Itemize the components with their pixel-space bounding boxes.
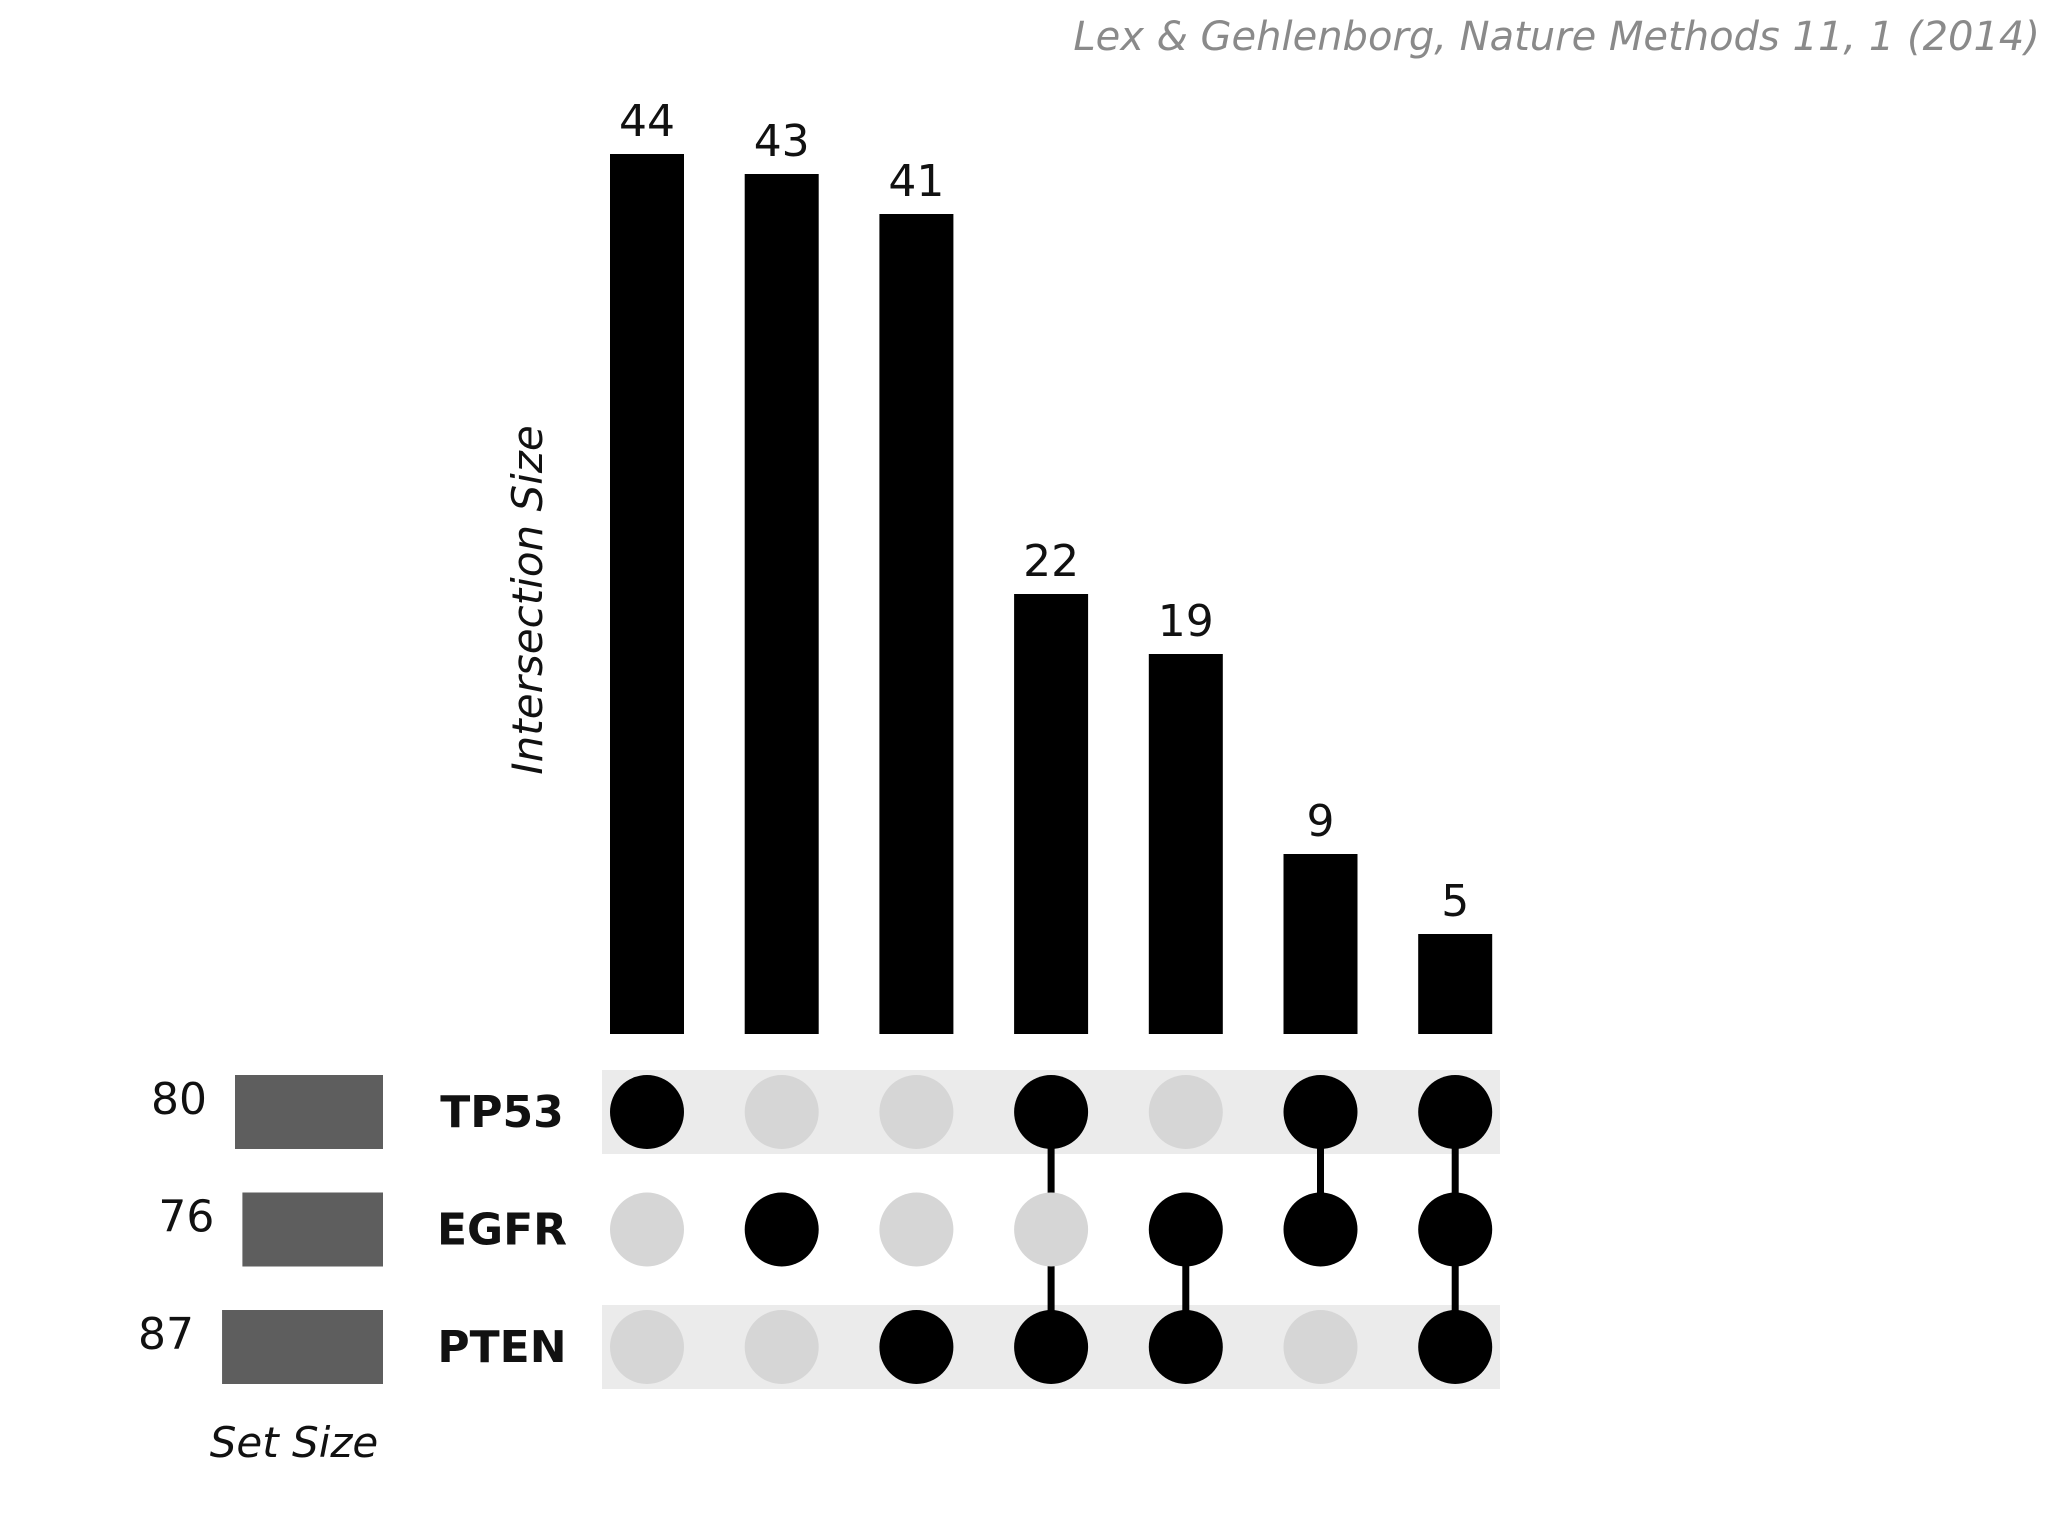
set-size-value-egfr: 76 bbox=[158, 1192, 214, 1243]
intersection-bar bbox=[1418, 934, 1493, 1034]
matrix-dot-active bbox=[1148, 1192, 1223, 1267]
intersection-bars bbox=[610, 154, 1493, 1034]
matrix-dot-active bbox=[1014, 1075, 1089, 1149]
matrix-dot-inactive bbox=[879, 1192, 954, 1267]
matrix-dot-active bbox=[744, 1192, 819, 1267]
intersection-bar bbox=[1283, 854, 1358, 1034]
intersection-bar-value: 22 bbox=[1023, 536, 1079, 587]
intersection-bar bbox=[744, 174, 819, 1034]
set-name-egfr: EGFR bbox=[437, 1205, 567, 1256]
intersection-bar bbox=[1148, 654, 1223, 1034]
intersection-bar-value: 5 bbox=[1441, 876, 1469, 927]
set-size-bar-egfr bbox=[242, 1192, 383, 1267]
y-axis-label: Intersection Size bbox=[503, 425, 552, 774]
matrix-dot-inactive bbox=[744, 1075, 819, 1149]
matrix-dot-active bbox=[1148, 1310, 1223, 1384]
matrix-dots bbox=[610, 1075, 1493, 1384]
intersection-bar bbox=[610, 154, 684, 1034]
set-size-bar-tp53 bbox=[235, 1075, 383, 1149]
intersection-bar-value: 9 bbox=[1307, 796, 1335, 847]
matrix-dot-inactive bbox=[610, 1310, 684, 1384]
intersection-bar bbox=[1014, 594, 1089, 1034]
intersection-bar-value: 19 bbox=[1158, 596, 1214, 647]
set-name-tp53: TP53 bbox=[440, 1087, 564, 1138]
matrix-dot-active bbox=[1014, 1310, 1089, 1384]
intersection-bar-value: 43 bbox=[754, 116, 810, 167]
set-size-bar-pten bbox=[222, 1310, 383, 1384]
intersection-bar-labels: 44 43 41 22 19 9 5 bbox=[619, 96, 1469, 927]
matrix-dot-active bbox=[1418, 1192, 1493, 1267]
matrix-dot-active bbox=[1418, 1075, 1493, 1149]
matrix-dot-active bbox=[610, 1075, 684, 1149]
intersection-bar-value: 44 bbox=[619, 96, 675, 147]
matrix-dot-inactive bbox=[879, 1075, 954, 1149]
set-size-label: Set Size bbox=[210, 1418, 379, 1467]
set-size-values: 80 76 87 bbox=[138, 1074, 214, 1360]
matrix-dot-active bbox=[1283, 1192, 1358, 1267]
matrix-dot-inactive bbox=[1014, 1192, 1089, 1267]
matrix-dot-inactive bbox=[744, 1310, 819, 1384]
set-size-bars bbox=[222, 1075, 383, 1384]
matrix-dot-inactive bbox=[1283, 1310, 1358, 1384]
matrix-dot-inactive bbox=[610, 1192, 684, 1267]
matrix-dot-inactive bbox=[1148, 1075, 1223, 1149]
set-name-pten: PTEN bbox=[437, 1322, 566, 1373]
matrix-dot-active bbox=[1283, 1075, 1358, 1149]
intersection-bar bbox=[879, 214, 954, 1034]
matrix-dot-active bbox=[879, 1310, 954, 1384]
set-size-value-pten: 87 bbox=[138, 1309, 194, 1360]
intersection-bar-value: 41 bbox=[888, 156, 944, 207]
citation: Lex & Gehlenborg, Nature Methods 11, 1 (… bbox=[1073, 14, 2040, 60]
set-size-value-tp53: 80 bbox=[151, 1074, 207, 1125]
set-names: TP53 EGFR PTEN bbox=[437, 1087, 567, 1373]
matrix-dot-active bbox=[1418, 1310, 1493, 1384]
